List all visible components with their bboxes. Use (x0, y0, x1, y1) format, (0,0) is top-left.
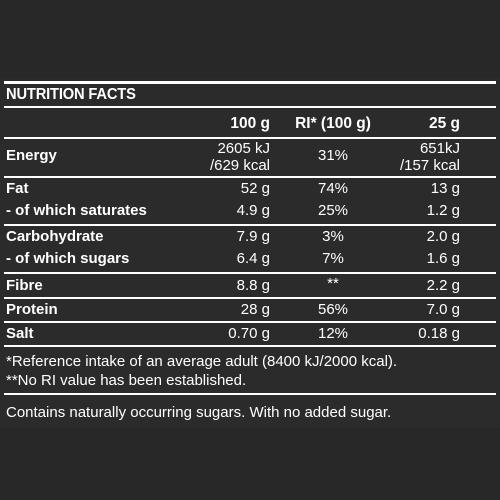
energy-ri: 31% (317, 147, 349, 164)
header-per-25g: 25 g (428, 115, 460, 132)
divider-top (4, 81, 496, 84)
row-label-salt: Salt (6, 325, 34, 342)
carbohydrate-per-100g: 7.9 g (236, 228, 270, 245)
fibre-per-25g: 2.2 g (426, 277, 460, 294)
salt-per-100g: 0.70 g (228, 325, 270, 342)
divider-title (4, 106, 496, 108)
divider-salt (4, 345, 496, 347)
footnote-no-ri: **No RI value has been established. (6, 372, 247, 389)
protein-ri: 56% (317, 301, 349, 318)
carbohydrate-ri: 3% (322, 228, 344, 245)
row-label-carbohydrate: Carbohydrate (6, 228, 104, 245)
divider-fat (4, 224, 496, 226)
energy-per-25g: 651kJ /157 kcal (300, 140, 460, 174)
table-title: NUTRITION FACTS (6, 86, 136, 103)
row-label-fat: Fat (6, 180, 29, 197)
divider-fibre (4, 297, 496, 299)
sugars-ri: 7% (322, 250, 344, 267)
sugar-note: Contains naturally occurring sugars. Wit… (6, 404, 392, 421)
divider-footnotes (4, 393, 496, 395)
salt-per-25g: 0.18 g (418, 325, 460, 342)
divider-protein (4, 321, 496, 323)
row-label-protein: Protein (6, 301, 58, 318)
saturates-per-100g: 4.9 g (236, 202, 270, 219)
header-per-100g: 100 g (230, 115, 270, 132)
protein-per-100g: 28 g (240, 301, 270, 318)
salt-ri: 12% (317, 325, 349, 342)
energy-per-100g-kj: 2605 kJ (217, 140, 270, 157)
divider-energy (4, 176, 496, 178)
carbohydrate-per-25g: 2.0 g (426, 228, 460, 245)
fibre-per-100g: 8.8 g (236, 277, 270, 294)
header-ri: RI* (100 g) (295, 115, 371, 132)
fat-per-100g: 52 g (240, 180, 270, 197)
row-label-saturates: - of which saturates (6, 202, 147, 219)
row-label-fibre: Fibre (6, 277, 43, 294)
sugars-per-100g: 6.4 g (236, 250, 270, 267)
row-label-energy: Energy (6, 147, 57, 164)
protein-per-25g: 7.0 g (426, 301, 460, 318)
row-label-sugars: - of which sugars (6, 250, 130, 267)
energy-per-25g-kj: 651kJ (419, 140, 460, 157)
energy-per-25g-kcal: /157 kcal (399, 157, 460, 174)
fat-per-25g: 13 g (430, 180, 460, 197)
divider-header (4, 137, 496, 139)
divider-carbs (4, 272, 496, 274)
sugars-per-25g: 1.6 g (426, 250, 460, 267)
energy-per-100g: 2605 kJ /629 kcal (130, 140, 270, 174)
fibre-ri: ** (327, 275, 339, 292)
saturates-ri: 25% (317, 202, 349, 219)
fat-ri: 74% (317, 180, 349, 197)
energy-per-100g-kcal: /629 kcal (209, 157, 270, 174)
saturates-per-25g: 1.2 g (426, 202, 460, 219)
nutrition-panel (0, 78, 500, 428)
footnote-reference-intake: *Reference intake of an average adult (8… (6, 353, 398, 370)
